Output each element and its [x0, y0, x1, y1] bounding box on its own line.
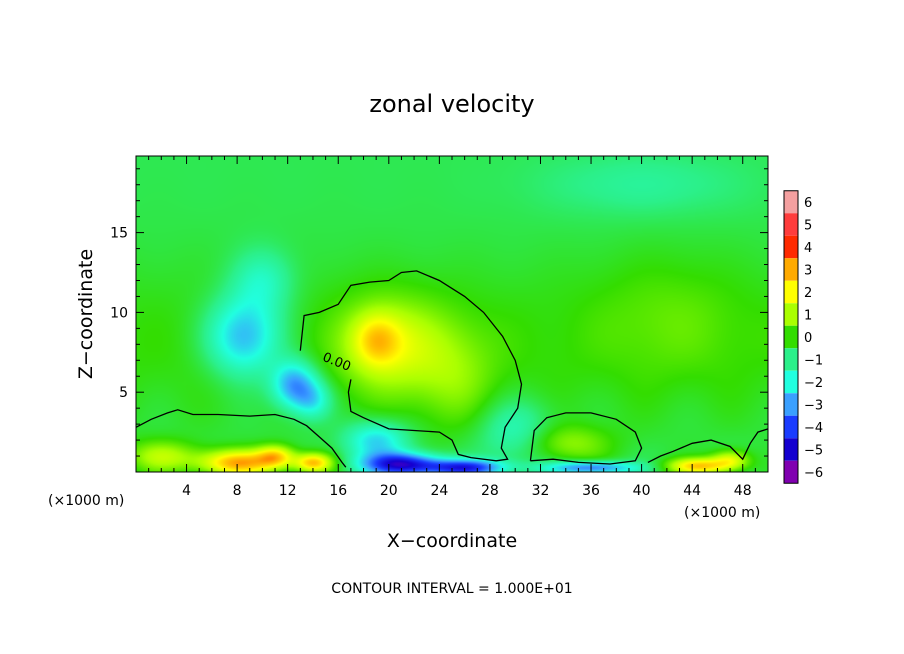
zero-contour-line — [647, 428, 769, 463]
colorbar-label: −6 — [804, 466, 823, 481]
contour-interval-note: CONTOUR INTERVAL = 1.000E+01 — [331, 581, 572, 597]
colorbar-swatch — [784, 370, 798, 394]
x-tick-label: 24 — [430, 483, 448, 499]
colorbar-swatch — [784, 438, 798, 461]
x-tick-label: 8 — [233, 483, 242, 499]
x-tick-label: 32 — [532, 483, 550, 499]
colorbar-label: −4 — [804, 421, 823, 436]
colorbar-label: 3 — [804, 264, 812, 279]
x-unit-right: (×1000 m) — [684, 505, 760, 521]
zero-contour-line — [529, 412, 643, 465]
colorbar-swatch — [784, 235, 798, 259]
colorbar: 6 5 4 3 2 1 0 −1 −2 −3 −4 −5 −6 — [783, 190, 823, 484]
y-axis: 5 10 15 — [110, 168, 768, 457]
y-axis-label: Z−coordinate — [75, 249, 97, 379]
colorbar-label: −5 — [804, 444, 823, 459]
colorbar-label: −3 — [804, 399, 823, 414]
y-tick-label: 5 — [119, 385, 128, 401]
x-axis: 4 8 12 16 20 24 28 32 36 40 44 48 — [148, 156, 756, 499]
colorbar-label: 0 — [804, 331, 812, 346]
x-tick-label: 20 — [380, 483, 398, 499]
x-tick-label: 48 — [734, 483, 752, 499]
x-tick-label: 36 — [582, 483, 600, 499]
colorbar-frame — [783, 190, 799, 484]
colorbar-swatch — [784, 190, 798, 214]
colorbar-label: 1 — [804, 309, 812, 324]
x-tick-label: 16 — [329, 483, 347, 499]
x-tick-label: 4 — [182, 483, 191, 499]
x-tick-label: 12 — [279, 483, 297, 499]
zero-contour-line — [299, 270, 523, 462]
x-axis-label: X−coordinate — [387, 530, 517, 552]
colorbar-swatch — [784, 415, 798, 439]
colorbar-swatch — [784, 348, 798, 371]
zero-contours — [135, 270, 769, 468]
colorbar-swatch — [784, 213, 798, 236]
colorbar-swatch — [784, 258, 798, 281]
x-tick-label: 40 — [633, 483, 651, 499]
zero-contour-line — [135, 409, 347, 468]
colorbar-label: 2 — [804, 286, 812, 301]
x-tick-label: 44 — [683, 483, 701, 499]
colorbar-label: −1 — [804, 354, 823, 369]
heatmap-field — [136, 156, 768, 472]
colorbar-label: 4 — [804, 241, 812, 256]
colorbar-label: −2 — [804, 376, 823, 391]
colorbar-swatch — [784, 303, 798, 326]
colorbar-label: 6 — [804, 196, 812, 211]
colorbar-swatch — [784, 460, 798, 484]
chart-title: zonal velocity — [369, 90, 534, 118]
colorbar-swatch — [784, 280, 798, 304]
colorbar-swatch — [784, 325, 798, 349]
x-unit-left: (×1000 m) — [48, 493, 124, 509]
y-tick-label: 15 — [110, 226, 128, 242]
y-tick-label: 10 — [110, 305, 128, 321]
x-tick-label: 28 — [481, 483, 499, 499]
colorbar-swatch — [784, 393, 798, 416]
colorbar-label: 5 — [804, 219, 812, 234]
